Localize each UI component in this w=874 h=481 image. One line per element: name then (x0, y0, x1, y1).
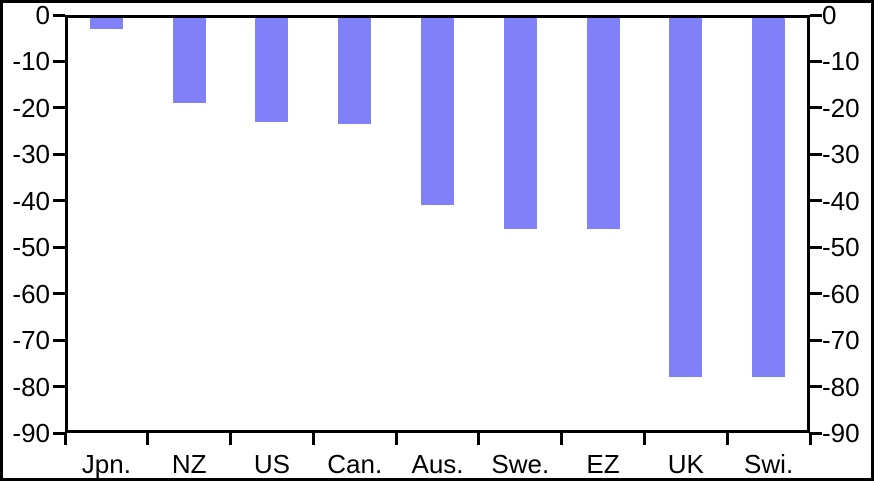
bar-nz (172, 15, 206, 104)
y-axis-right-label: -70 (822, 325, 860, 356)
bar-uk (669, 15, 703, 378)
y-axis-right-label: -40 (822, 185, 860, 216)
y-axis-left-tick (53, 13, 65, 17)
y-axis-right-label: -60 (822, 278, 860, 309)
y-axis-right-label: -80 (822, 371, 860, 402)
x-axis-label-swi: Swi. (744, 449, 794, 479)
y-axis-right-tick (810, 385, 822, 389)
y-axis-left-tick (53, 106, 65, 110)
y-axis-left-label: -60 (12, 278, 50, 309)
y-axis-left-label: 0 (35, 0, 50, 30)
y-axis-left-label: -30 (12, 139, 50, 170)
x-axis-label-ez: EZ (586, 449, 620, 479)
bar-swe (503, 15, 537, 229)
bar-ez (586, 15, 620, 229)
y-axis-left-tick (53, 245, 65, 249)
y-axis-left-tick (53, 152, 65, 156)
y-axis-right-tick (810, 292, 822, 296)
y-axis-left-tick (53, 431, 65, 435)
y-axis-left-label: -70 (12, 325, 50, 356)
x-axis-tick (229, 433, 233, 445)
x-axis-tick (477, 433, 481, 445)
y-axis-right-tick (810, 431, 822, 435)
y-axis-left-tick (53, 59, 65, 63)
bar-jpn (89, 15, 123, 29)
bar-can (338, 15, 372, 125)
y-axis-left-label: -90 (12, 418, 50, 448)
y-axis-right-tick (810, 106, 822, 110)
y-axis-right-tick (810, 338, 822, 342)
y-axis-left-tick (53, 292, 65, 296)
x-axis-label-jpn: Jpn. (81, 449, 131, 479)
y-axis-right-label: -50 (822, 232, 860, 263)
x-axis-label-uk: UK (667, 449, 704, 479)
y-axis-left-tick (53, 338, 65, 342)
bar-us (255, 15, 289, 122)
y-axis-right-tick (810, 199, 822, 203)
y-axis-right-label: 0 (822, 0, 837, 30)
y-axis-right-label: -20 (822, 92, 860, 123)
x-axis-label-can: Can. (327, 449, 383, 479)
x-axis-label-nz: NZ (171, 449, 207, 479)
y-axis-left-label: -80 (12, 371, 50, 402)
x-axis-tick (394, 433, 398, 445)
x-axis-label-aus: Aus. (411, 449, 464, 479)
x-axis-tick (560, 433, 564, 445)
x-axis-tick (146, 433, 150, 445)
y-axis-left-label: -40 (12, 185, 50, 216)
y-axis-left-label: -10 (12, 46, 50, 77)
y-axis-right-tick (810, 59, 822, 63)
x-axis-tick (311, 433, 315, 445)
y-axis-left-label: -50 (12, 232, 50, 263)
y-axis-left-label: -20 (12, 92, 50, 123)
x-axis-label-swe: Swe. (491, 449, 550, 479)
y-axis-right-label: -90 (822, 418, 860, 448)
y-axis-right-tick (810, 152, 822, 156)
y-axis-right-label: -30 (822, 139, 860, 170)
x-axis-tick (808, 433, 812, 445)
y-axis-left-tick (53, 199, 65, 203)
y-axis-left-tick (53, 385, 65, 389)
x-axis-label-us: US (253, 449, 290, 479)
y-axis-right-label: -10 (822, 46, 860, 77)
y-axis-right-tick (810, 13, 822, 17)
x-axis-tick (725, 433, 729, 445)
bar-swi (752, 15, 786, 378)
bar-aus (421, 15, 454, 206)
y-axis-right-tick (810, 245, 822, 249)
x-axis-tick (642, 433, 646, 445)
x-axis-tick (63, 433, 67, 445)
